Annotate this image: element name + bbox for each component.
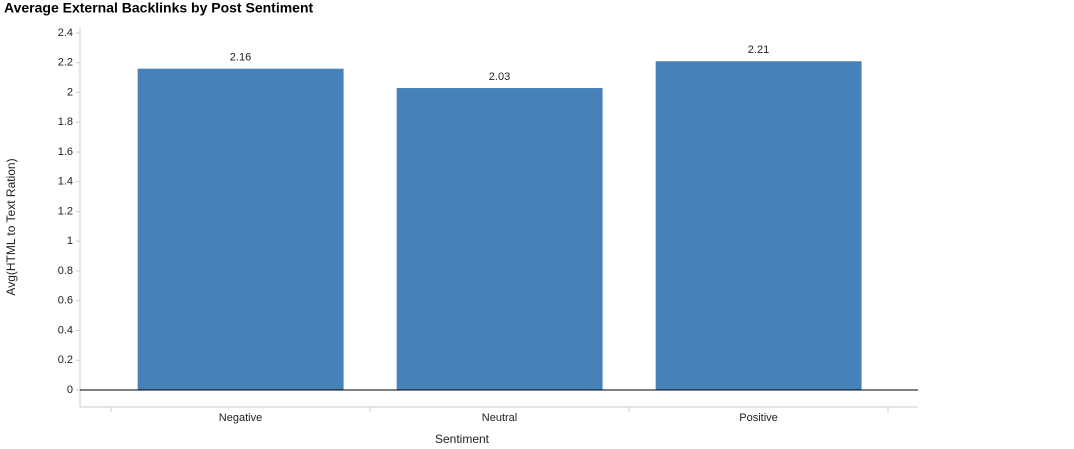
y-tick-label: 0.6 [58,295,73,307]
bar [396,88,603,390]
y-axis-title: Avg(HTML to Text Ration) [4,158,18,295]
x-tick-label: Neutral [482,412,517,424]
value-label: 2.03 [489,71,510,83]
y-tick-label: 1.2 [58,205,73,217]
y-tick-label: 1.4 [58,176,73,188]
y-tick-label: 0.2 [58,354,73,366]
y-tick-label: 1.8 [58,116,73,128]
y-tick-label: 2.4 [58,27,73,39]
y-tick-label: 0.4 [58,324,73,336]
y-tick-label: 2 [67,86,73,98]
x-axis-title: Sentiment [435,432,490,446]
y-tick-label: 0 [67,384,73,396]
y-tick-label: 2.2 [58,57,73,69]
x-tick-label: Negative [219,412,262,424]
y-tick-label: 1 [67,235,73,247]
bar [137,68,344,390]
value-label: 2.16 [230,52,251,64]
chart-title: Average External Backlinks by Post Senti… [4,0,313,16]
y-tick-label: 0.8 [58,265,73,277]
bar [655,61,862,390]
y-tick-label: 1.6 [58,146,73,158]
x-tick-label: Positive [739,412,778,424]
value-label: 2.21 [748,44,769,56]
